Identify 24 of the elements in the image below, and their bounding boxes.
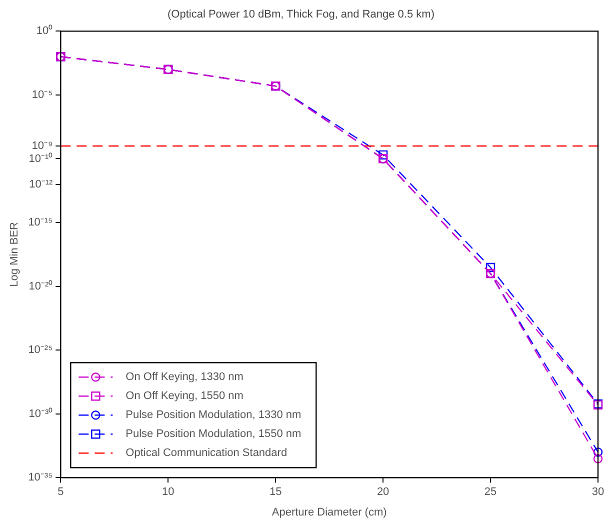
y-tick-label: 10⁻²⁰ — [28, 279, 53, 292]
y-tick-label: 10⁻³⁰ — [28, 406, 53, 420]
y-tick-label: 10⁻¹² — [29, 178, 53, 190]
y-tick-label: 10⁻¹⁰ — [28, 152, 53, 165]
x-tick-label: 15 — [269, 486, 282, 498]
legend-label: Optical Communication Standard — [126, 447, 288, 460]
y-tick-label: 10⁻⁹ — [32, 140, 53, 152]
chart-title: (Optical Power 10 dBm, Thick Fog, and Range 0.5 km) — [168, 8, 434, 21]
x-tick-label: 30 — [592, 486, 604, 498]
x-tick-label: 25 — [484, 486, 497, 498]
x-axis-title: Aperture Diameter (cm) — [272, 506, 387, 518]
legend-label: On Off Keying, 1330 nm — [126, 371, 244, 384]
x-tick-label: 20 — [376, 486, 390, 498]
legend-label: Pulse Position Modulation, 1330 nm — [126, 409, 302, 422]
legend-label: Pulse Position Modulation, 1550 nm — [126, 428, 302, 440]
y-axis-title: Log Min BER — [8, 222, 21, 287]
y-tick-label: 10⁻²⁵ — [28, 344, 53, 356]
y-tick-label: 10⁻¹⁵ — [28, 216, 53, 229]
y-tick-label: 10⁻⁵ — [32, 89, 53, 102]
y-tick-label: 10⁻³⁵ — [28, 472, 53, 484]
x-tick-label: 5 — [58, 486, 64, 498]
legend-label: On Off Keying, 1550 nm — [126, 390, 244, 402]
x-tick-label: 10 — [162, 486, 174, 498]
y-tick-label: 10⁰ — [36, 24, 53, 38]
